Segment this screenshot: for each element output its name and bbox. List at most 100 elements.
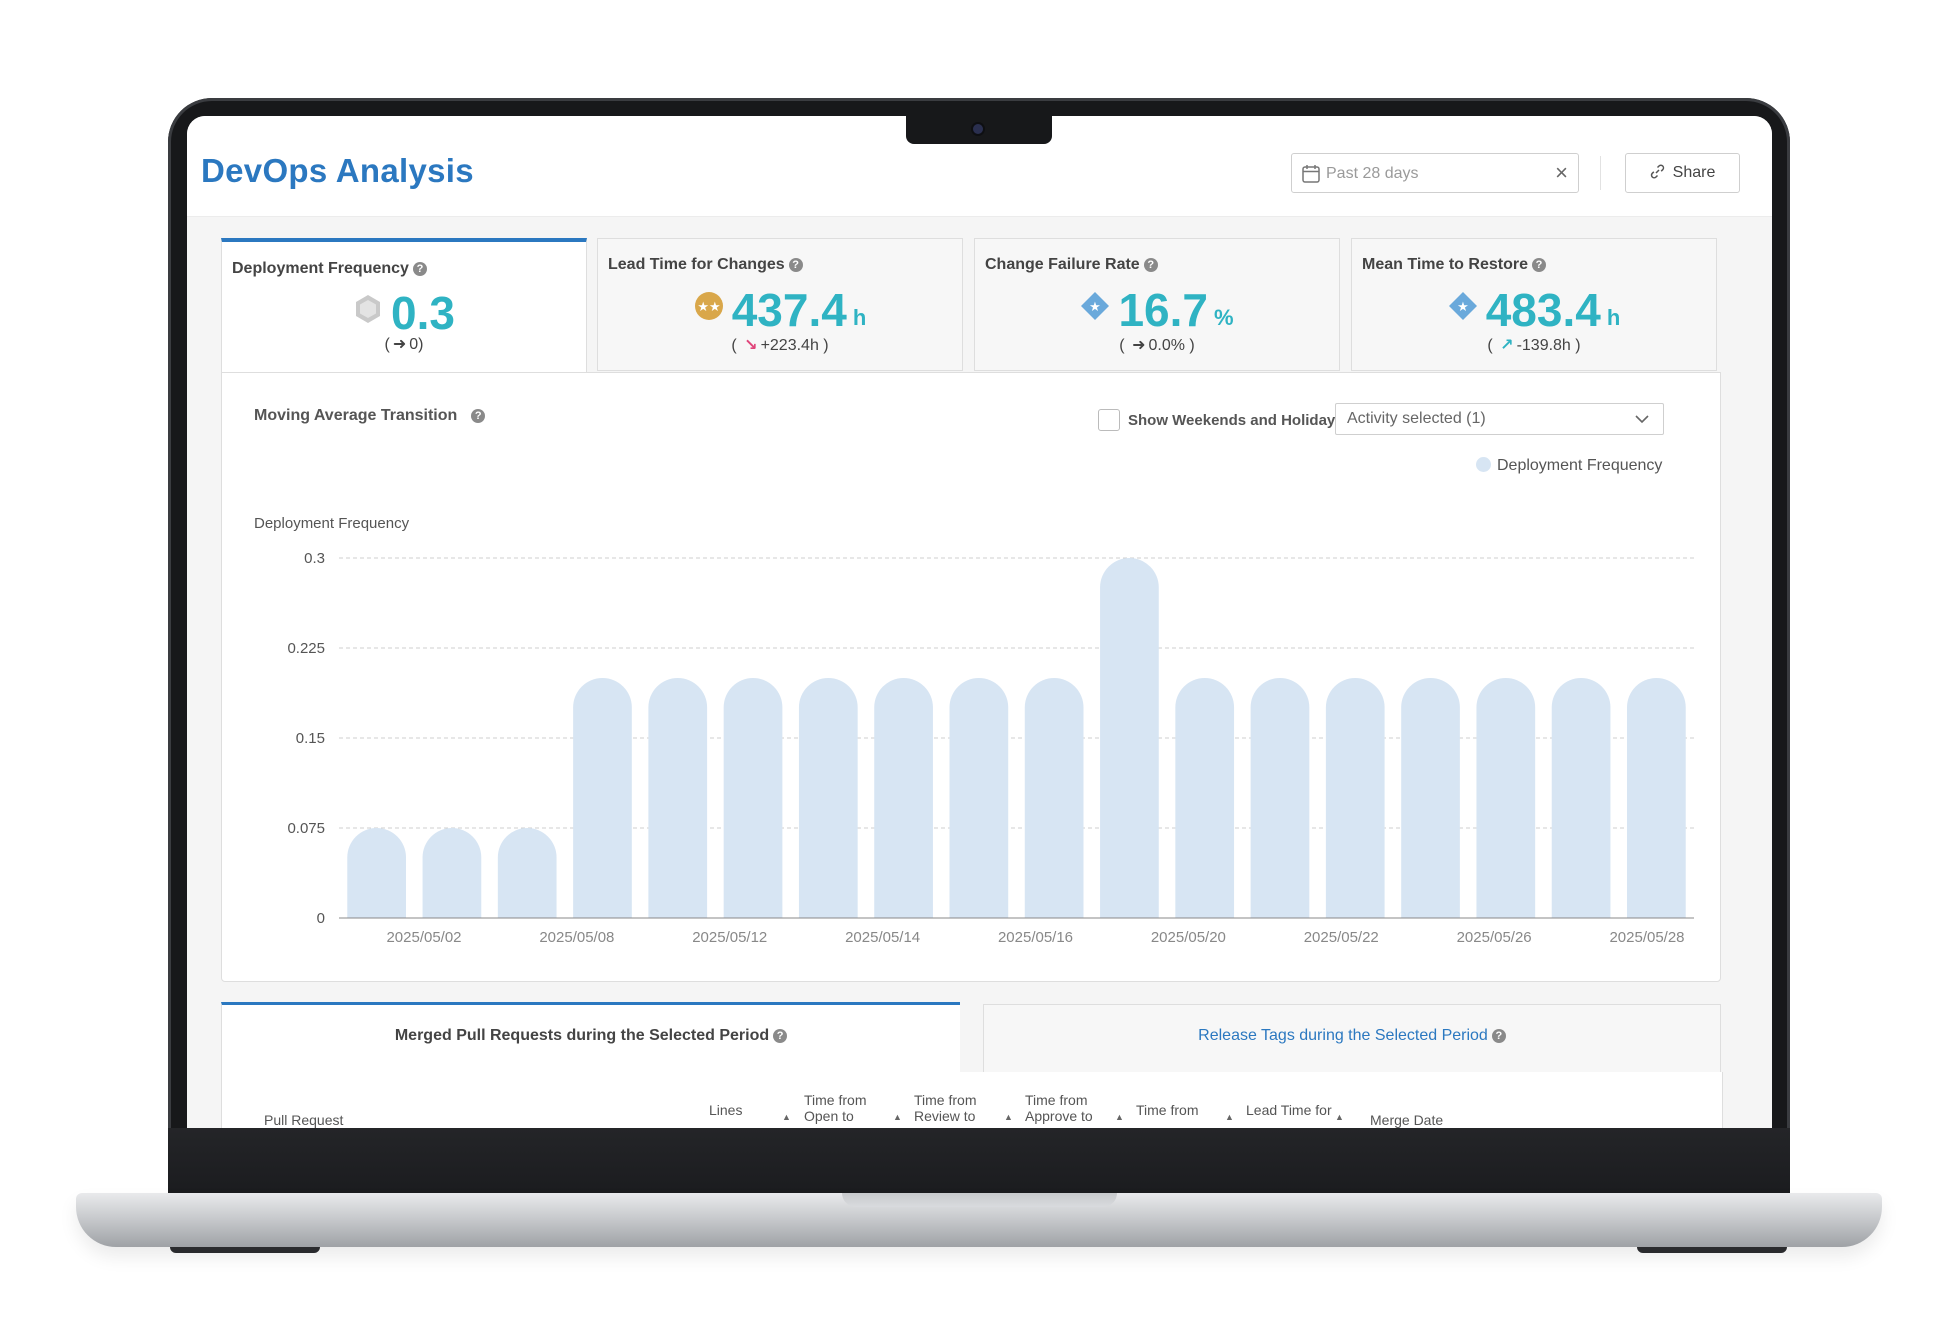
x-tick-label: 2025/05/16 [998, 929, 1073, 946]
metric-label: Lead Time for Changes [608, 256, 785, 273]
calendar-icon [1302, 165, 1320, 183]
x-tick-label: 2025/05/26 [1457, 929, 1532, 946]
laptop-foot [1637, 1247, 1787, 1253]
sort-icon[interactable]: ▲ [1335, 1112, 1344, 1122]
screen: DevOps Analysis Past 28 days × Share Dep… [187, 116, 1772, 1128]
column-header[interactable]: Pull Request [264, 1112, 344, 1128]
sort-icon[interactable]: ▲ [1004, 1112, 1013, 1122]
chart-legend[interactable]: Deployment Frequency [1476, 457, 1662, 475]
bar [1024, 678, 1084, 918]
y-axis-label: Deployment Frequency [254, 515, 410, 532]
column-header[interactable]: Merge Date [1370, 1112, 1444, 1128]
metric-delta-value: +223.4h [760, 337, 819, 354]
close-icon[interactable]: × [1555, 160, 1568, 185]
sort-icon[interactable]: ▲ [1115, 1112, 1124, 1122]
bar [422, 828, 482, 918]
share-button[interactable]: Share [1625, 153, 1740, 193]
gold-stars-badge-icon: ★★ [694, 292, 723, 320]
bar [1551, 678, 1611, 918]
bar [723, 678, 783, 918]
metric-delta: ( ↘ +223.4h ) [731, 337, 829, 354]
y-tick-label: 0 [317, 910, 325, 927]
bar [648, 678, 708, 918]
hexagon-badge-icon [356, 295, 381, 323]
y-tick-label: 0.225 [287, 640, 325, 657]
tab-lead-time-for-changes[interactable]: Lead Time for Changes? ★★ 437.4 h ( ↘ +223… [597, 238, 963, 371]
metric-delta: (➜ 0) [384, 336, 424, 353]
weekend-checkbox[interactable] [1098, 409, 1120, 431]
moving-average-title: Moving Average Transition? [254, 407, 486, 425]
bar [1627, 678, 1686, 918]
link-icon [1650, 164, 1664, 179]
laptop-opening-notch [842, 1193, 1117, 1207]
laptop-chin [168, 1128, 1790, 1193]
arrow-up-right-icon: ↗ [1500, 337, 1514, 354]
arrow-right-icon: ➜ [1132, 337, 1146, 354]
laptop-foot [170, 1247, 320, 1253]
sort-icon[interactable]: ▲ [782, 1112, 791, 1122]
bar [1325, 678, 1385, 918]
help-icon[interactable]: ? [1491, 1029, 1506, 1043]
help-icon[interactable]: ? [1143, 258, 1158, 272]
moving-average-title-text: Moving Average Transition [254, 407, 458, 424]
bar [798, 678, 858, 918]
header-divider [1600, 156, 1601, 190]
arrow-right-icon: ➜ [392, 336, 407, 353]
help-icon[interactable]: ? [788, 258, 803, 272]
date-range-value: Past 28 days [1326, 165, 1419, 182]
y-tick-label: 0.075 [287, 820, 325, 837]
svg-text:★: ★ [1457, 300, 1469, 315]
share-label: Share [1672, 164, 1716, 181]
column-header[interactable]: Time from [1136, 1102, 1199, 1118]
camera-icon [973, 124, 983, 134]
x-tick-label: 2025/05/14 [845, 929, 920, 946]
metric-unit: % [1213, 305, 1234, 330]
bar [949, 678, 1009, 918]
y-tick-label: 0.3 [304, 550, 325, 567]
help-icon[interactable]: ? [1531, 258, 1546, 272]
metric-label: Mean Time to Restore [1362, 256, 1528, 273]
metric-value: 0.3 [391, 287, 455, 339]
bar [497, 828, 557, 918]
svg-text:★★: ★★ [697, 300, 720, 315]
bar [347, 828, 406, 918]
column-header[interactable]: Lead Time for [1246, 1102, 1332, 1118]
legend-swatch [1476, 457, 1491, 472]
column-header[interactable]: Time from Review to [914, 1092, 977, 1124]
column-header[interactable]: Lines [709, 1102, 743, 1118]
column-header[interactable]: Time from Approve to [1025, 1092, 1093, 1124]
chevron-down-icon [1635, 415, 1649, 424]
diamond-star-badge-icon: ★ [1081, 292, 1110, 320]
activity-select[interactable]: Activity selected (1) [1335, 403, 1664, 435]
tab-release-tags[interactable]: Release Tags during the Selected Period? [983, 1004, 1721, 1074]
metric-delta: ( ↗ -139.8h ) [1487, 337, 1581, 354]
diamond-star-badge-icon: ★ [1448, 292, 1477, 320]
date-range-picker[interactable]: Past 28 days × [1291, 153, 1579, 193]
legend-label: Deployment Frequency [1497, 457, 1663, 474]
tab-change-failure-rate[interactable]: Change Failure Rate? ★ 16.7% ( ➜ 0.0% ) [974, 238, 1340, 371]
bar [1250, 678, 1310, 918]
tab-mean-time-to-restore[interactable]: Mean Time to Restore? ★ 483.4 h ( ↗ -139.8… [1351, 238, 1717, 371]
weekend-checkbox-label[interactable]: Show Weekends and Holidays [1128, 412, 1344, 429]
help-icon[interactable]: ? [412, 262, 427, 276]
metric-unit: h [1606, 305, 1621, 330]
activity-select-value: Activity selected (1) [1347, 410, 1486, 427]
arrow-down-right-icon: ↘ [744, 337, 758, 354]
sort-icon[interactable]: ▲ [1225, 1112, 1234, 1122]
metric-label: Change Failure Rate [985, 256, 1140, 273]
x-tick-label: 2025/05/22 [1304, 929, 1379, 946]
x-tick-label: 2025/05/02 [386, 929, 461, 946]
help-icon[interactable]: ? [773, 1029, 788, 1043]
tab-label: Merged Pull Requests during the Selected… [394, 1027, 770, 1044]
sort-icon[interactable]: ▲ [893, 1112, 902, 1122]
x-tick-label: 2025/05/28 [1609, 929, 1684, 946]
tab-deployment-frequency[interactable]: Deployment Frequency? 0.3 (➜ 0) [221, 238, 587, 373]
bar [573, 678, 632, 918]
x-tick-label: 2025/05/20 [1151, 929, 1226, 946]
column-header[interactable]: Time from Open to [804, 1092, 867, 1124]
bar [1175, 678, 1235, 918]
pull-request-table: Pull Request Lines ▲ Time from Open to ▲… [221, 1072, 1723, 1128]
x-tick-label: 2025/05/12 [692, 929, 767, 946]
bar-chart: Deployment Frequency 0 0.075 0.15 0.225 0.3 20… [254, 515, 1694, 946]
help-icon[interactable]: ? [471, 409, 486, 423]
